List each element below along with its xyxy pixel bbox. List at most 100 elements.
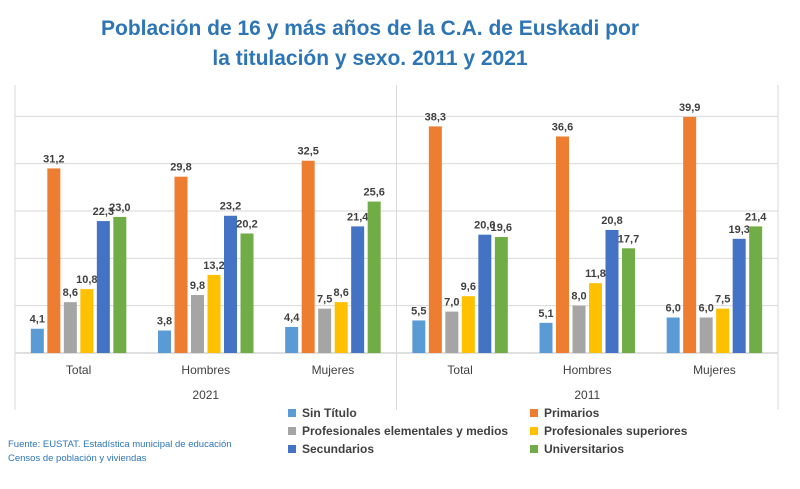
- bar: [351, 226, 365, 353]
- bar: [666, 317, 680, 353]
- data-label: 32,5: [297, 146, 318, 158]
- data-label: 4,4: [284, 312, 300, 324]
- data-label: 22,3: [93, 206, 114, 218]
- bar: [80, 289, 94, 353]
- bar: [605, 229, 619, 353]
- data-label: 8,6: [334, 287, 349, 299]
- bar: [301, 160, 315, 353]
- data-label: 11,8: [585, 268, 606, 280]
- bar: [732, 238, 746, 353]
- data-label: 5,1: [538, 308, 553, 320]
- x-group-label: 2021: [192, 388, 219, 402]
- x-tick-label: Total: [66, 363, 91, 377]
- bar: [47, 168, 61, 353]
- data-label: 6,0: [666, 303, 681, 315]
- x-tick-label: Hombres: [181, 363, 230, 377]
- data-label: 20,2: [236, 218, 257, 230]
- data-label: 7,5: [317, 294, 332, 306]
- bar: [428, 126, 442, 353]
- chart-title-line1: Población de 16 y más años de la C.A. de…: [100, 17, 639, 40]
- data-label: 9,8: [190, 280, 205, 292]
- bar: [113, 216, 127, 353]
- bar: [716, 308, 730, 353]
- data-label: 19,3: [728, 224, 749, 236]
- bar: [318, 308, 332, 353]
- data-label: 8,6: [63, 287, 78, 299]
- data-label: 7,0: [444, 297, 459, 309]
- x-group-label: 2011: [574, 388, 600, 402]
- bar: [96, 221, 110, 353]
- source-line1: Fuente: EUSTAT. Estadística municipal de…: [8, 439, 232, 450]
- data-label: 36,6: [552, 121, 573, 133]
- legend-label-primarios: Primarios: [544, 406, 600, 420]
- data-label: 4,1: [30, 314, 45, 326]
- data-label: 23,0: [109, 202, 130, 214]
- x-tick-label: Total: [447, 363, 472, 377]
- data-label: 3,8: [157, 316, 172, 328]
- bar: [572, 305, 586, 353]
- bar: [699, 317, 713, 353]
- data-label: 31,2: [43, 153, 64, 165]
- bar: [240, 233, 254, 353]
- legend-swatch-universitarios: [530, 445, 538, 453]
- bar: [494, 237, 508, 353]
- data-label: 8,0: [571, 291, 586, 303]
- data-label: 21,4: [347, 211, 369, 223]
- x-tick-label: Mujeres: [312, 363, 355, 377]
- source-note: Fuente: EUSTAT. Estadística municipal de…: [8, 438, 232, 466]
- bar: [412, 320, 426, 353]
- bar: [224, 215, 237, 353]
- data-label: 10,8: [76, 274, 97, 286]
- bar: [539, 322, 553, 353]
- bar: [191, 295, 204, 353]
- source-line2: Censos de población y viviendas: [8, 453, 147, 464]
- data-label: 38,3: [425, 111, 446, 123]
- data-label: 23,2: [220, 201, 241, 213]
- x-tick-label: Mujeres: [693, 363, 736, 377]
- legend-label-secundarios: Secundarios: [302, 442, 375, 456]
- bar: [63, 302, 77, 353]
- legend-swatch-prof-elementales: [288, 427, 296, 435]
- bar: [174, 176, 188, 353]
- bar: [461, 296, 475, 353]
- bar: [478, 234, 492, 353]
- data-label: 25,6: [363, 187, 384, 199]
- data-label: 13,2: [203, 260, 224, 272]
- data-label: 17,7: [618, 233, 639, 245]
- legend-swatch-prof-superiores: [530, 427, 538, 435]
- legend-item-sin-titulo: Sin Título: [288, 406, 357, 420]
- legend-swatch-sin-titulo: [288, 409, 296, 417]
- bar: [556, 136, 569, 353]
- legend-swatch-primarios: [530, 409, 538, 417]
- legend-swatch-secundarios: [288, 445, 296, 453]
- bar: [445, 311, 459, 353]
- bar: [622, 248, 635, 353]
- bar: [30, 328, 44, 353]
- legend-label-universitarios: Universitarios: [544, 442, 625, 456]
- data-label: 7,5: [715, 294, 730, 306]
- legend-item-prof-elementales: Profesionales elementales y medios: [288, 424, 508, 438]
- data-label: 39,9: [679, 102, 700, 114]
- data-label: 19,6: [491, 222, 512, 234]
- data-label: 5,5: [411, 305, 426, 317]
- bar: [334, 302, 348, 353]
- data-label: 6,0: [699, 303, 714, 315]
- data-label: 20,0: [474, 220, 495, 232]
- legend-item-secundarios: Secundarios: [288, 442, 374, 456]
- bar: [207, 274, 221, 353]
- bar: [367, 201, 381, 353]
- legend-item-primarios: Primarios: [530, 406, 599, 420]
- bar: [589, 283, 602, 353]
- legend-item-prof-superiores: Profesionales superiores: [530, 424, 687, 438]
- legend-label-prof-superiores: Profesionales superiores: [544, 424, 688, 438]
- chart-title-line2: la titulación y sexo. 2011 y 2021: [212, 47, 528, 70]
- data-label: 20,8: [601, 215, 622, 227]
- x-tick-label: Hombres: [563, 363, 612, 377]
- data-label: 21,4: [745, 211, 767, 223]
- legend-label-prof-elementales: Profesionales elementales y medios: [302, 424, 509, 438]
- data-label: 29,8: [170, 162, 191, 174]
- bar: [158, 330, 171, 353]
- bar: [285, 326, 299, 353]
- bar: [683, 116, 697, 353]
